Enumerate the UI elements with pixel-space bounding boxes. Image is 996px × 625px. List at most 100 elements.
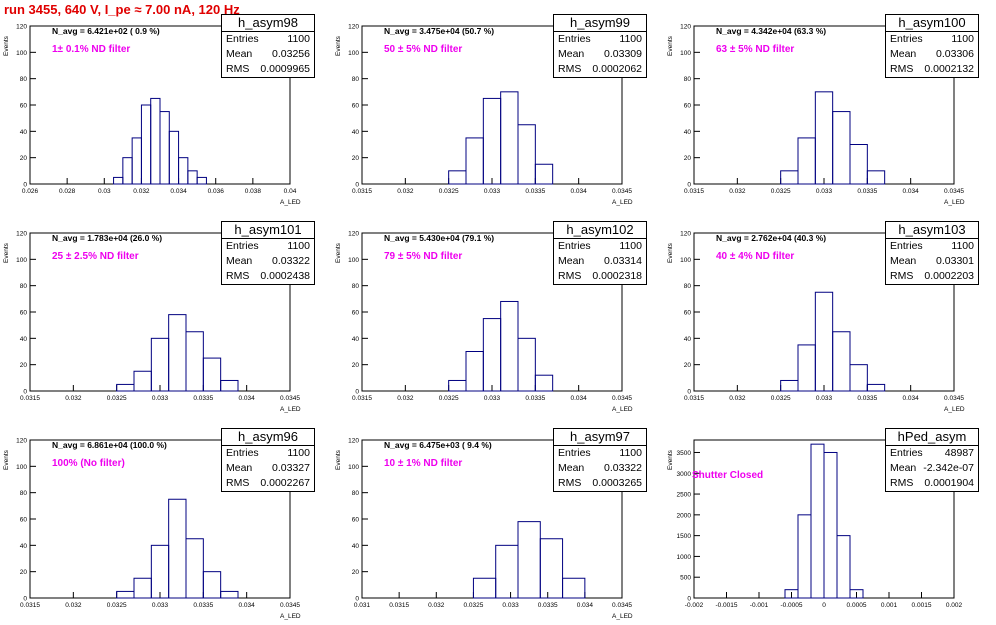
y-tick-label: 0: [355, 596, 359, 603]
x-tick-label: 0.033: [152, 602, 169, 609]
y-tick-label: 1000: [677, 554, 692, 561]
stats-box: h_asym100 Entries 1100 Mean 0.03306 RMS 0.0002…: [885, 14, 979, 78]
x-tick-label: 0.032: [397, 188, 414, 195]
histogram-bin: [168, 130, 180, 185]
y-tick-label: 80: [352, 76, 360, 83]
stats-label: Mean: [890, 462, 917, 474]
stats-value: 0.03322: [272, 255, 310, 267]
stats-label: Entries: [890, 240, 923, 252]
histogram-bin: [196, 176, 207, 185]
histogram-bin: [168, 314, 187, 392]
x-tick-label: 0.0315: [352, 395, 372, 402]
y-tick-label: 20: [684, 362, 692, 369]
histogram-plot: 0.0315 0.032 0.0325 0.033 0.0335 0.034 0.0345 0…: [667, 24, 965, 207]
run-title: run 3455, 640 V, I_pe ≈ 7.00 nA, 120 Hz: [4, 2, 240, 17]
histogram-bin: [178, 157, 189, 185]
stats-value: 0.0002062: [592, 63, 642, 75]
stats-row-rms: RMS 0.0002318: [554, 269, 646, 284]
x-tick-label: 0.033: [484, 395, 501, 402]
stats-row-rms: RMS 0.0002132: [886, 62, 978, 77]
y-tick-label: 100: [16, 257, 27, 264]
stats-row-mean: Mean 0.03309: [554, 47, 646, 62]
filter-label: 10 ± 1% ND filter: [384, 458, 463, 469]
y-tick-label: 3000: [677, 471, 692, 478]
stats-value: 1100: [951, 33, 974, 45]
stats-value: 48987: [944, 447, 974, 459]
stats-label: Entries: [890, 33, 923, 45]
filter-label: 79 ± 5% ND filter: [384, 251, 463, 262]
x-tick-label: 0.032: [428, 602, 445, 609]
y-axis-title: Events: [667, 242, 674, 263]
x-tick-label: 0.036: [208, 188, 225, 195]
x-tick-label: 0.0345: [612, 602, 632, 609]
y-axis-title: Events: [3, 449, 10, 470]
stats-value: 1100: [287, 33, 310, 45]
x-axis-title: A_LED: [612, 199, 633, 206]
x-tick-label: 0.033: [816, 188, 833, 195]
x-tick-label: 0.0335: [538, 602, 558, 609]
histogram-bin: [797, 514, 812, 599]
histogram-bin: [465, 137, 484, 185]
stats-value: 0.03301: [936, 255, 974, 267]
stats-row-entries: Entries 1100: [222, 446, 314, 461]
x-tick-label: -0.001: [750, 602, 769, 609]
y-tick-label: 40: [684, 129, 692, 136]
y-tick-label: 0: [687, 596, 691, 603]
histogram-title: h_asym103: [886, 222, 978, 239]
stats-value: 1100: [619, 33, 642, 45]
histogram-bin: [810, 443, 825, 599]
stats-label: Entries: [558, 240, 591, 252]
filter-label: 100% (No filter): [52, 458, 125, 469]
y-tick-label: 120: [348, 231, 359, 238]
histogram-panel-h_asym100: 0.0315 0.032 0.0325 0.033 0.0335 0.034 0.0345 0…: [664, 4, 996, 211]
histogram-bin: [534, 374, 554, 392]
stats-value: 0.0002438: [260, 270, 310, 282]
x-tick-label: 0.032: [729, 188, 746, 195]
x-tick-label: 0.0325: [107, 395, 127, 402]
x-tick-label: 0.0335: [525, 188, 545, 195]
x-tick-label: 0.034: [170, 188, 187, 195]
x-axis-title: A_LED: [944, 406, 965, 413]
stats-row-mean: Mean 0.03322: [222, 254, 314, 269]
histogram-plot: 0.0315 0.032 0.0325 0.033 0.0335 0.034 0.0345 0…: [335, 231, 633, 414]
y-tick-label: 20: [20, 569, 28, 576]
stats-value: 0.03327: [272, 462, 310, 474]
stats-label: Entries: [226, 33, 259, 45]
navg-annotation: N_avg = 5.430e+04 (79.1 %): [384, 233, 495, 243]
stats-row-entries: Entries 1100: [554, 32, 646, 47]
stats-label: Entries: [226, 240, 259, 252]
x-axis-title: A_LED: [280, 406, 301, 413]
stats-label: RMS: [226, 477, 250, 489]
y-tick-label: 120: [348, 24, 359, 31]
histogram-bin: [150, 337, 170, 392]
histogram-bin: [185, 331, 204, 392]
stats-value: 0.0003265: [592, 477, 642, 489]
x-tick-label: 0.0005: [847, 602, 867, 609]
histogram-bin: [131, 137, 142, 185]
stats-value: 0.0002132: [924, 63, 974, 75]
x-tick-label: 0.0345: [612, 188, 632, 195]
y-tick-label: 100: [348, 464, 359, 471]
histogram-bin: [534, 163, 554, 185]
histogram-panel-h_asym102: 0.0315 0.032 0.0325 0.033 0.0335 0.034 0.0345 0…: [332, 211, 664, 418]
histogram-bin: [832, 111, 851, 185]
stats-row-mean: Mean 0.03256: [222, 47, 314, 62]
stats-row-mean: Mean 0.03314: [554, 254, 646, 269]
x-axis-title: A_LED: [280, 613, 301, 620]
stats-row-entries: Entries 1100: [222, 32, 314, 47]
y-tick-label: 0: [355, 182, 359, 189]
y-tick-label: 120: [680, 24, 691, 31]
x-tick-label: 0.0315: [20, 395, 40, 402]
stats-box: h_asym97 Entries 1100 Mean 0.03322 RMS 0.00032…: [553, 428, 647, 492]
navg-annotation: N_avg = 3.475e+04 (50.7 %): [384, 26, 495, 36]
x-tick-label: 0.0345: [944, 395, 964, 402]
stats-value: 1100: [287, 240, 310, 252]
y-tick-label: 40: [20, 129, 28, 136]
histogram-bin: [482, 97, 502, 185]
y-tick-label: 60: [20, 103, 28, 110]
x-tick-label: 0.028: [59, 188, 76, 195]
stats-value: 0.03314: [604, 255, 642, 267]
stats-label: RMS: [558, 477, 582, 489]
x-tick-label: 0.0325: [463, 602, 483, 609]
stats-label: Entries: [890, 447, 923, 459]
